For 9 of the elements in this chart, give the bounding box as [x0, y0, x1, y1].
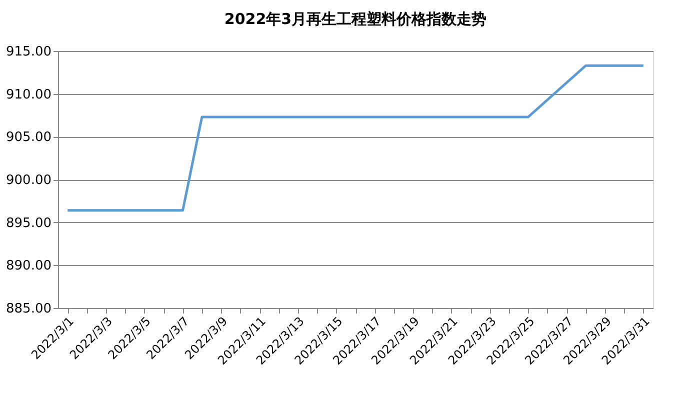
y-tick-label: 890.00 [6, 258, 52, 274]
chart-title: 2022年3月再生工程塑料价格指数走势 [224, 10, 487, 28]
y-tick-label: 915.00 [6, 44, 52, 60]
y-tick-label: 905.00 [6, 130, 52, 146]
y-tick-label: 885.00 [6, 302, 52, 316]
y-tick-label: 910.00 [6, 87, 52, 102]
line-series [66, 64, 645, 212]
y-tick-label: 900.00 [6, 173, 52, 188]
y-tick-label: 895.00 [6, 216, 52, 231]
